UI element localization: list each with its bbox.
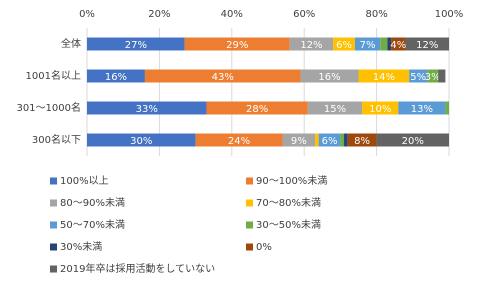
legend-label: 100%以上 [60, 175, 109, 187]
legend-swatch [50, 221, 57, 229]
legend-label: 80〜90%未満 [60, 197, 125, 209]
bar-segment [206, 101, 308, 115]
data-label: 8% [354, 136, 370, 147]
bar-segment [282, 133, 316, 147]
bar-segment [445, 101, 449, 115]
legend-swatch [246, 199, 253, 207]
data-label: 6% [336, 40, 352, 51]
legend-swatch [50, 243, 57, 251]
bar-segment [405, 37, 449, 51]
legend-label: 70〜80%未満 [256, 197, 321, 209]
data-label: 43% [212, 72, 234, 83]
data-label: 33% [136, 104, 158, 115]
bar-segment [362, 101, 399, 115]
bar-segment [344, 133, 348, 147]
data-label: 30% [130, 136, 152, 147]
data-label: 16% [105, 72, 127, 83]
y-tick-label: 301〜1000名 [16, 101, 81, 114]
data-label: 29% [226, 40, 248, 51]
bar-segment [300, 69, 359, 83]
legend-swatch [246, 177, 253, 185]
legend-label: 30%未満 [60, 241, 102, 253]
legend-swatch [50, 177, 57, 185]
bar-segment [195, 133, 283, 147]
bar-segment [427, 69, 439, 83]
bar-segment [333, 37, 355, 51]
legend-swatch [246, 243, 253, 251]
legend-label: 50〜70%未満 [60, 219, 125, 231]
bar-segment [144, 69, 301, 83]
y-tick-label: 300名以下 [32, 133, 81, 146]
data-label: 24% [228, 136, 250, 147]
bar-segment [387, 37, 392, 51]
bar-segment [438, 69, 446, 83]
data-label: 10% [369, 104, 391, 115]
x-tick-label: 40% [221, 9, 243, 20]
legend-label: 90〜100%未満 [256, 175, 327, 187]
bar-segment [391, 37, 406, 51]
data-label: 6% [322, 136, 338, 147]
data-label: 9% [291, 136, 307, 147]
data-label: 15% [324, 104, 346, 115]
bar-segment [87, 133, 196, 147]
data-label: 4% [390, 40, 406, 51]
data-label: 5% [410, 72, 426, 83]
bar-segment [398, 101, 446, 115]
data-label: 14% [373, 72, 395, 83]
bar-segment [307, 101, 363, 115]
bar-segment [354, 37, 381, 51]
bar-segment [87, 101, 207, 115]
x-tick-label: 80% [365, 9, 387, 20]
bar-segment [409, 69, 428, 83]
legend-label: 2019年卒は採用活動をしていない [60, 262, 215, 275]
data-label: 28% [246, 104, 268, 115]
bar-segment [318, 133, 341, 147]
bar-segment [315, 133, 319, 147]
bar-segment [87, 37, 185, 51]
data-label: 12% [416, 40, 438, 51]
data-label: 27% [125, 40, 147, 51]
bar-segment [184, 37, 290, 51]
data-label: 7% [360, 40, 376, 51]
legend-swatch [50, 265, 57, 273]
x-tick-label: 100% [435, 9, 464, 20]
x-tick-label: 0% [79, 9, 95, 20]
bar-segment [380, 37, 388, 51]
x-tick-label: 20% [148, 9, 170, 20]
legend-swatch [246, 221, 253, 229]
y-tick-label: 1001名以上 [26, 69, 81, 82]
legend-label: 0% [256, 242, 272, 253]
bar-segment [289, 37, 334, 51]
bar-segment [87, 69, 145, 83]
x-tick-label: 60% [293, 9, 315, 20]
bar-segment [358, 69, 410, 83]
data-label: 3% [425, 72, 441, 83]
bar-segment [340, 133, 345, 147]
data-label: 20% [402, 136, 424, 147]
y-tick-label: 全体 [61, 37, 81, 50]
legend-label: 30〜50%未満 [256, 219, 321, 231]
data-label: 12% [300, 40, 322, 51]
bar-segment [347, 133, 377, 147]
legend-swatch [50, 199, 57, 207]
data-label: 16% [318, 72, 340, 83]
bar-segment [376, 133, 449, 147]
data-label: 13% [411, 104, 433, 115]
